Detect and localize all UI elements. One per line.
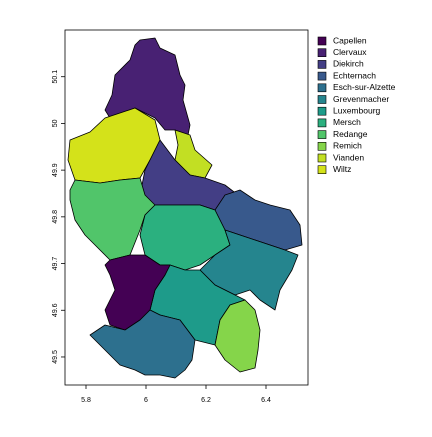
legend-label: Esch-sur-Alzette xyxy=(333,82,396,92)
legend-swatch xyxy=(317,106,327,116)
y-tick-label: 50.1 xyxy=(52,70,59,84)
legend-label: Mersch xyxy=(333,117,361,127)
regions xyxy=(67,37,303,379)
legend-swatch xyxy=(317,60,327,69)
x-tick-label: 6.2 xyxy=(201,397,211,404)
legend-swatch xyxy=(317,130,327,139)
legend-swatch xyxy=(317,48,327,58)
legend-label: Echternach xyxy=(333,70,376,80)
legend-label: Remich xyxy=(333,141,362,151)
region xyxy=(69,177,156,261)
y-tick-label: 49.7 xyxy=(52,257,59,271)
legend-swatch xyxy=(317,95,327,104)
region xyxy=(139,204,231,271)
legend-label: Clervaux xyxy=(333,47,367,57)
legend-label: Vianden xyxy=(333,152,364,162)
legend-swatch xyxy=(317,36,327,46)
legend-label: Wiltz xyxy=(333,164,351,174)
legend-swatch xyxy=(317,153,327,163)
legend-label: Luxembourg xyxy=(333,105,381,115)
y-tick-label: 49.8 xyxy=(52,210,59,224)
x-tick-label: 6 xyxy=(144,397,148,404)
y-tick-label: 49.9 xyxy=(52,163,59,177)
legend-label: Grevenmacher xyxy=(333,94,389,104)
y-tick-label: 50 xyxy=(52,119,59,127)
region xyxy=(199,229,299,311)
legend-swatch xyxy=(317,165,327,174)
legend-label: Diekirch xyxy=(333,59,364,69)
plot-frame xyxy=(64,29,309,386)
y-tick-label: 49.5 xyxy=(52,350,59,364)
x-tick-label: 5.8 xyxy=(81,397,91,404)
legend-swatch xyxy=(317,142,327,151)
legend-label: Capellen xyxy=(333,35,367,45)
x-tick-label: 6.4 xyxy=(261,397,271,404)
region xyxy=(89,309,196,379)
legend-swatch xyxy=(317,118,327,128)
legend-label: Redange xyxy=(333,129,368,139)
region xyxy=(214,299,261,373)
legend-swatch xyxy=(317,83,327,93)
legend-swatch xyxy=(317,71,327,81)
y-tick-label: 49.6 xyxy=(52,303,59,317)
